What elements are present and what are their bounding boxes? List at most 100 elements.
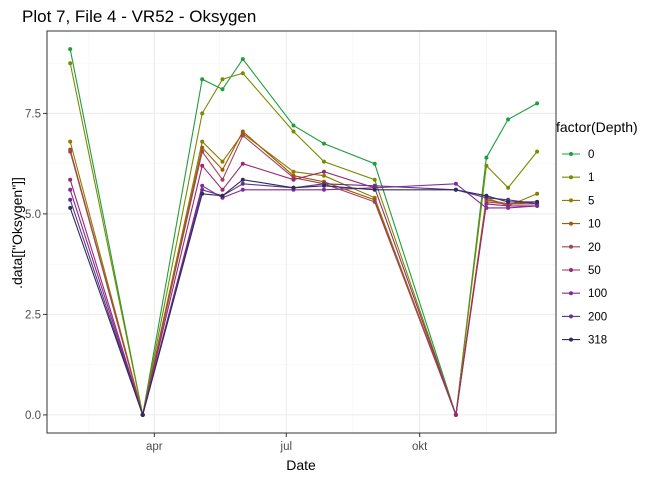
series-line-5	[69, 132, 538, 416]
data-point	[68, 177, 73, 182]
series-line-0	[69, 48, 538, 416]
legend-key-point	[569, 221, 573, 226]
data-point	[535, 191, 540, 196]
data-point	[68, 149, 73, 154]
x-axis-label: Date	[286, 457, 316, 473]
legend-title: factor(Depth)	[556, 119, 638, 135]
legend-item-318: 318	[562, 335, 607, 347]
data-point	[322, 187, 326, 192]
chart-title: Plot 7, File 4 - VR52 - Oksygen	[22, 7, 256, 26]
legend-label: 1	[588, 172, 594, 184]
legend-key-point	[569, 314, 573, 319]
data-point	[372, 161, 377, 166]
data-point	[453, 187, 458, 192]
data-point	[484, 163, 489, 168]
data-point	[200, 77, 205, 82]
data-point	[200, 139, 205, 144]
data-point	[220, 187, 225, 192]
legend-key-point	[569, 291, 573, 296]
data-point	[240, 181, 245, 186]
data-point	[200, 191, 205, 196]
series-line-1	[69, 63, 538, 416]
legend: factor(Depth) 0 1 5 10 20 50 100 200 318	[556, 119, 638, 347]
data-point	[220, 177, 225, 182]
data-point	[68, 47, 73, 52]
data-point	[322, 169, 326, 174]
data-point	[200, 187, 205, 192]
legend-item-1: 1	[562, 172, 594, 184]
y-axis-ticks: 0.0 2.5 5.0 7.5	[25, 108, 47, 422]
data-point	[220, 77, 225, 82]
data-point	[291, 185, 296, 190]
data-point	[240, 161, 245, 166]
x-axis-ticks: apr jul okt	[146, 433, 428, 453]
legend-label: 200	[588, 311, 607, 323]
data-point	[68, 187, 73, 192]
data-point	[372, 199, 377, 204]
legend-label: 318	[588, 335, 607, 347]
y-tick-label: 0.0	[25, 410, 41, 422]
x-tick-label: jul	[280, 441, 293, 453]
legend-key-point	[569, 244, 573, 249]
data-point	[291, 169, 296, 174]
legend-label: 20	[588, 242, 601, 254]
data-point	[291, 129, 296, 134]
plot-panel-border	[46, 30, 557, 434]
data-point	[220, 193, 225, 198]
y-axis-label: .data[["Oksygen"]]	[9, 177, 25, 289]
data-point	[322, 141, 326, 146]
data-point	[506, 199, 511, 204]
data-point	[240, 57, 245, 62]
series-line-100	[69, 183, 538, 417]
data-point	[484, 193, 489, 198]
series-318	[68, 177, 540, 417]
legend-item-200: 200	[562, 311, 607, 323]
data-point	[220, 87, 225, 92]
data-point	[535, 199, 540, 204]
data-point	[68, 139, 73, 144]
legend-item-5: 5	[562, 195, 594, 207]
data-point	[291, 123, 296, 128]
data-point	[322, 183, 326, 188]
data-point	[484, 201, 489, 206]
y-tick-label: 7.5	[25, 108, 41, 120]
data-point	[220, 159, 225, 164]
data-point	[200, 183, 205, 188]
legend-key-point	[569, 337, 573, 342]
data-point	[68, 197, 73, 202]
data-point	[240, 129, 245, 134]
legend-item-50: 50	[562, 265, 601, 277]
legend-key-point	[569, 175, 573, 180]
legend-label: 0	[588, 149, 594, 161]
legend-item-10: 10	[562, 219, 601, 231]
minor-gridlines	[47, 31, 556, 433]
legend-key-point	[569, 268, 573, 272]
data-point	[506, 205, 511, 210]
data-point	[535, 101, 540, 106]
x-tick-label: apr	[146, 441, 163, 453]
data-point	[372, 177, 377, 182]
legend-item-100: 100	[562, 288, 607, 300]
data-point	[240, 133, 245, 138]
data-point	[372, 187, 377, 192]
data-point	[453, 181, 458, 186]
series-layer	[68, 47, 540, 418]
legend-item-0: 0	[562, 149, 594, 161]
plot-panel	[47, 31, 556, 433]
x-tick-label: okt	[412, 441, 428, 453]
data-point	[200, 111, 205, 116]
series-line-200	[69, 183, 538, 417]
data-point	[484, 205, 489, 210]
legend-key-point	[569, 152, 573, 156]
data-point	[220, 167, 225, 172]
legend-label: 5	[588, 195, 594, 207]
series-line-318	[69, 179, 538, 417]
data-point	[200, 145, 205, 150]
data-point	[484, 155, 489, 160]
legend-item-20: 20	[562, 242, 601, 254]
data-point	[506, 185, 511, 190]
legend-label: 10	[588, 219, 601, 231]
data-point	[68, 205, 73, 210]
y-tick-label: 2.5	[25, 309, 41, 321]
